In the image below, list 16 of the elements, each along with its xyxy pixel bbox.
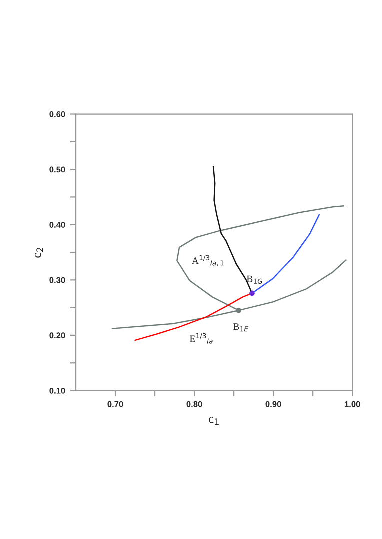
y-tick-label: 0.50 bbox=[50, 166, 66, 173]
x-tick-label: 1.00 bbox=[345, 401, 360, 408]
annotation: B$_{1E}$ bbox=[234, 324, 248, 332]
x-tick-label: 0.70 bbox=[108, 401, 124, 408]
annotation: B$_{1G}$ bbox=[246, 276, 263, 284]
y-tick-label: 0.20 bbox=[50, 332, 66, 339]
y-tick-label: 0.40 bbox=[50, 222, 66, 228]
y-axis-title: c$_{2}$ bbox=[35, 248, 44, 258]
y-tick-label: 0.10 bbox=[50, 388, 66, 394]
annotation: E$^{1/3}$$_{Ia}$ bbox=[190, 333, 213, 344]
x-tick-label: 0.90 bbox=[266, 401, 282, 408]
x-tick-label: 0.80 bbox=[186, 401, 202, 408]
y-tick-label: 0.60 bbox=[50, 111, 66, 118]
x-axis-title: c$_{1}$ bbox=[208, 417, 219, 426]
annotation: A$^{1/3}$$_{Ia,1}$ bbox=[192, 255, 224, 266]
y-tick-label: 0.30 bbox=[50, 277, 66, 284]
